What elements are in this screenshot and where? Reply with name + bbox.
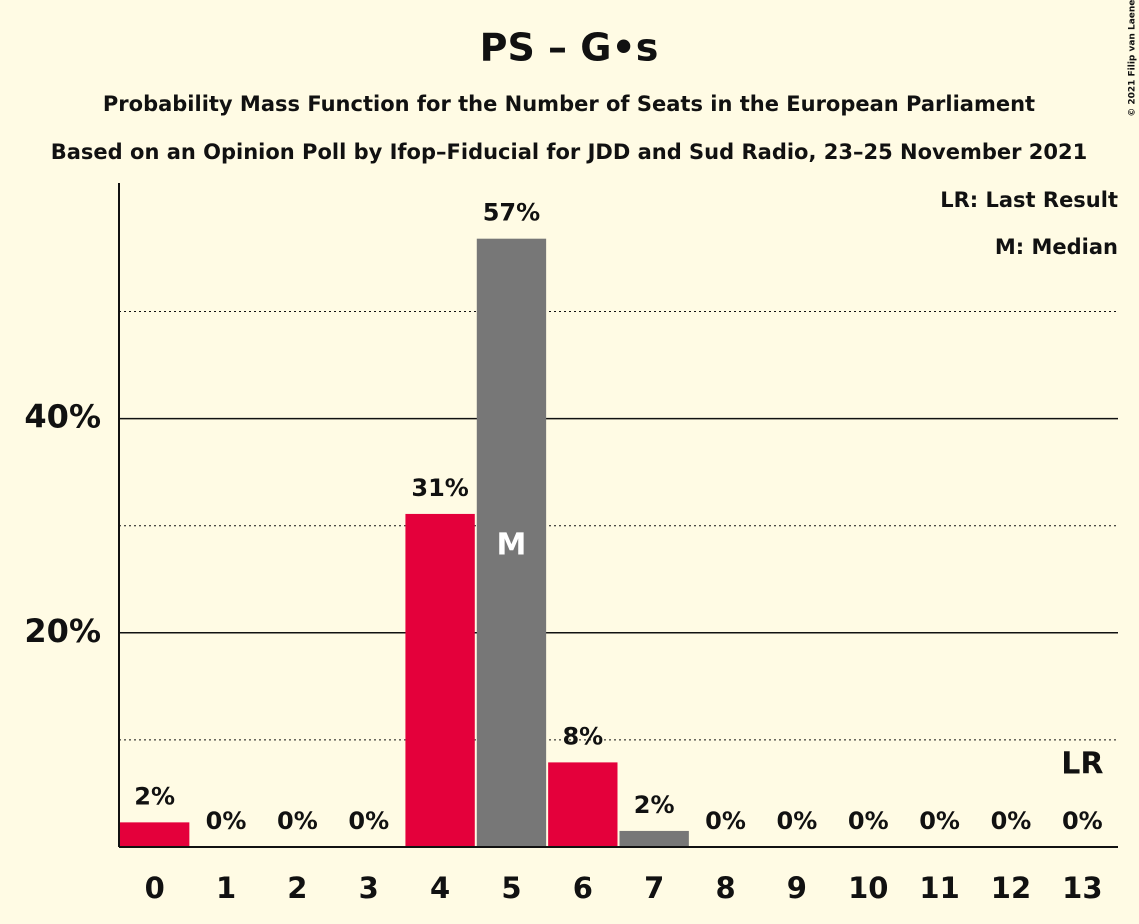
last-result-marker: LR xyxy=(1061,747,1103,782)
y-tick-label: 40% xyxy=(24,398,101,436)
value-label: 0% xyxy=(991,807,1032,835)
value-label: 0% xyxy=(777,807,818,835)
x-tick-label: 10 xyxy=(848,871,888,905)
x-tick-label: 1 xyxy=(216,871,236,905)
x-tick-label: 0 xyxy=(145,871,165,905)
bar xyxy=(120,822,190,847)
value-label: 0% xyxy=(206,807,247,835)
chart-subtitle: Based on an Opinion Poll by Ifop–Fiducia… xyxy=(51,140,1087,164)
value-label: 2% xyxy=(134,782,175,810)
value-label: 8% xyxy=(562,722,603,750)
legend-entry: M: Median xyxy=(995,235,1118,259)
chart-title: PS – G•s xyxy=(480,26,659,70)
x-tick-label: 11 xyxy=(919,871,959,905)
chart-subtitle: Probability Mass Function for the Number… xyxy=(103,92,1035,116)
copyright: © 2021 Filip van Laenen xyxy=(1128,0,1138,117)
value-label: 31% xyxy=(411,474,468,502)
y-tick-label: 20% xyxy=(24,612,101,650)
x-tick-label: 5 xyxy=(501,871,521,905)
value-label: 0% xyxy=(1062,807,1103,835)
value-label: 0% xyxy=(919,807,960,835)
bar xyxy=(548,762,618,847)
median-marker: M xyxy=(497,527,527,562)
x-tick-label: 8 xyxy=(715,871,735,905)
x-tick-label: 4 xyxy=(430,871,450,905)
value-label: 0% xyxy=(277,807,318,835)
x-tick-label: 9 xyxy=(787,871,807,905)
value-label: 0% xyxy=(848,807,889,835)
legend-entry: LR: Last Result xyxy=(940,188,1118,212)
value-label: 2% xyxy=(634,791,675,819)
value-label: 0% xyxy=(705,807,746,835)
x-tick-label: 6 xyxy=(573,871,593,905)
bar xyxy=(619,830,689,847)
x-tick-label: 7 xyxy=(644,871,664,905)
x-tick-label: 3 xyxy=(359,871,379,905)
bar xyxy=(405,513,475,847)
bar xyxy=(476,238,547,848)
x-tick-label: 13 xyxy=(1062,871,1102,905)
value-label: 0% xyxy=(348,807,389,835)
x-tick-label: 2 xyxy=(287,871,307,905)
x-tick-label: 12 xyxy=(991,871,1031,905)
value-label: 57% xyxy=(483,199,540,227)
